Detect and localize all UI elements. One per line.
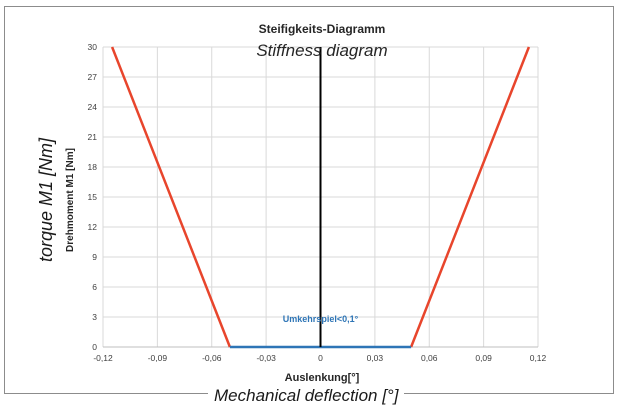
x-tick-label: 0,03 xyxy=(367,353,384,363)
y-tick-label: 0 xyxy=(92,342,97,352)
y-tick-label: 12 xyxy=(88,222,98,232)
x-tick-label: -0,03 xyxy=(256,353,276,363)
x-tick-label: 0,06 xyxy=(421,353,438,363)
series-layer xyxy=(110,46,531,349)
y-axis-label: Drehmoment M1 [Nm] xyxy=(65,148,76,252)
y-tick-label: 21 xyxy=(88,132,98,142)
y-tick-label: 24 xyxy=(88,102,98,112)
tick-labels: 0 3 6 9 12 15 18 21 24 27 30 -0,12 -0,09 -0,06 -0,03 0 0… xyxy=(88,42,547,363)
y-tick-label: 30 xyxy=(88,42,98,52)
y-tick-label: 15 xyxy=(88,192,98,202)
y-tick-label: 9 xyxy=(92,252,97,262)
x-tick-label: -0,06 xyxy=(202,353,222,363)
x-axis-label: Auslenkung[°] xyxy=(285,372,360,384)
x-tick-label: 0 xyxy=(318,353,323,363)
x-tick-label: -0,12 xyxy=(93,353,113,363)
y-tick-label: 18 xyxy=(88,162,98,172)
y-tick-label: 27 xyxy=(88,72,98,82)
x-tick-label: 0,12 xyxy=(530,353,547,363)
backlash-annotation: Umkehrspiel<0,1° xyxy=(283,314,359,324)
chart-title: Steifigkeits-Diagramm xyxy=(259,22,386,36)
x-tick-label: 0,09 xyxy=(475,353,492,363)
series-line-1 xyxy=(409,46,531,348)
x-axis-label-translation: Mechanical deflection [°] xyxy=(208,387,405,405)
series-line-0 xyxy=(110,46,232,348)
x-tick-label: -0,09 xyxy=(148,353,168,363)
chart-title-translation: Stiffness diagram xyxy=(256,41,387,60)
y-tick-label: 3 xyxy=(92,312,97,322)
y-axis-label-translation: torque M1 [Nm] xyxy=(36,137,56,262)
y-tick-label: 6 xyxy=(92,282,97,292)
